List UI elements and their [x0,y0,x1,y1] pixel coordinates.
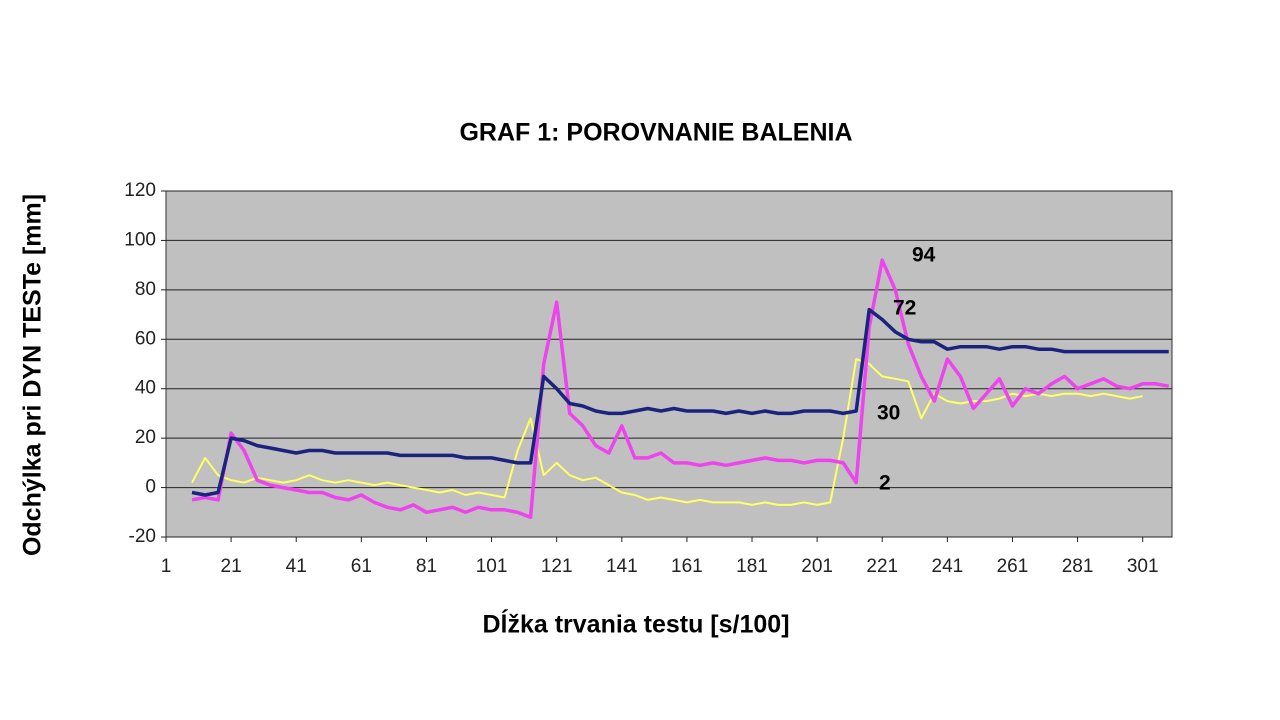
y-tick-label: 0 [145,477,156,498]
x-tick-label: 201 [801,556,833,577]
series-line [191,258,1170,519]
x-tick-label: 221 [866,556,898,577]
series-line [191,358,1143,506]
annotation: 30 [877,402,900,425]
x-tick-label: 241 [932,556,964,577]
x-tick-label: 161 [671,556,703,577]
x-tick-label: 181 [736,556,768,577]
annotation: 94 [912,244,936,267]
x-tick-label: 21 [221,556,242,577]
annotation: 72 [893,297,916,320]
annotation: 2 [879,472,891,495]
x-tick-label: 121 [541,556,573,577]
y-tick-label: 60 [135,328,156,349]
x-tick-label: 261 [997,556,1029,577]
y-tick-label: 120 [124,180,156,201]
y-tick-label: 40 [135,378,156,399]
x-tick-label: 141 [606,556,638,577]
chart-title: GRAF 1: POROVNANIE BALENIA [459,119,852,147]
y-tick-label: 80 [135,279,156,300]
y-axis-label: Odchýlka pri DYN TESTe [mm] [19,194,47,556]
y-tick-label: 100 [124,229,156,250]
x-tick-label: 281 [1062,556,1094,577]
series-line [191,307,1169,497]
x-tick-label: 41 [286,556,307,577]
x-tick-label: 101 [476,556,508,577]
x-axis-label: Dĺžka trvania testu [s/100] [482,609,789,639]
y-tick-label: -20 [129,526,156,547]
plot-area [165,190,1173,538]
x-tick-label: 81 [416,556,437,577]
x-tick-label: 1 [161,556,172,577]
y-tick-label: 20 [135,427,156,448]
x-tick-label: 301 [1127,556,1159,577]
x-tick-label: 61 [351,556,372,577]
